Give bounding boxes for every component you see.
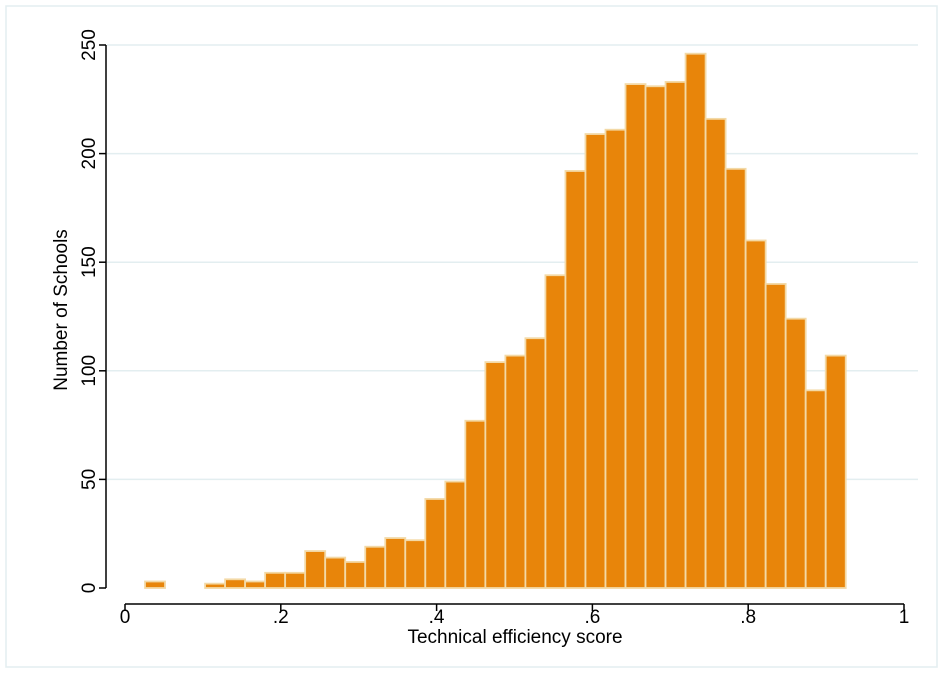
histogram-bar [284, 571, 307, 589]
histogram-bar [504, 354, 527, 589]
histogram-bar [304, 550, 327, 589]
histogram-bar [624, 83, 647, 589]
histogram-bar [344, 561, 367, 589]
y-tick-label: 100 [79, 355, 100, 387]
x-tick-label: .4 [429, 607, 445, 628]
histogram-bar [144, 580, 166, 589]
y-tick-label: 250 [79, 29, 100, 61]
x-tick-label: 1 [899, 607, 910, 628]
histogram-bar [464, 419, 487, 589]
histogram-bar [644, 85, 667, 589]
histogram-bar [544, 274, 567, 589]
histogram-bar [664, 81, 687, 589]
y-tick-label: 150 [79, 246, 100, 278]
x-axis-title: Technical efficiency score [407, 627, 622, 648]
y-tick-label: 0 [79, 583, 100, 594]
y-axis-title: Number of Schools [51, 229, 72, 391]
histogram-bar [704, 117, 727, 589]
histogram-bar [764, 283, 787, 589]
histogram-bar [784, 317, 807, 589]
histogram-bar [384, 537, 407, 589]
histogram-bar [564, 170, 587, 589]
x-tick-label: 0 [120, 607, 131, 628]
histogram-bar [604, 128, 627, 589]
histogram-bar [424, 498, 447, 589]
histogram-bar [744, 239, 767, 589]
axes: 0 50 100 150 200 250 0 .2 .4 .6 .8 1 [79, 29, 909, 628]
y-tick-label: 200 [79, 138, 100, 170]
histogram-bar [684, 52, 707, 589]
histogram-bar [404, 539, 427, 589]
histogram-bar [264, 571, 287, 589]
histogram-bar [444, 480, 467, 589]
histogram-bar [804, 389, 827, 589]
histogram-bar [584, 133, 607, 589]
x-tick-label: .6 [584, 607, 600, 628]
histogram-bar [224, 578, 247, 589]
bars [144, 52, 847, 589]
histogram-bar [244, 580, 267, 589]
x-tick-label: .8 [740, 607, 756, 628]
histogram-bar [524, 337, 547, 589]
x-tick-label: .2 [273, 607, 289, 628]
histogram-bar [364, 545, 387, 589]
histogram-bar [824, 354, 847, 589]
histogram-bar [724, 167, 747, 589]
histogram-bar [204, 582, 227, 589]
histogram-bar [484, 361, 507, 589]
y-tick-label: 50 [79, 469, 100, 490]
histogram-bar [324, 556, 347, 589]
